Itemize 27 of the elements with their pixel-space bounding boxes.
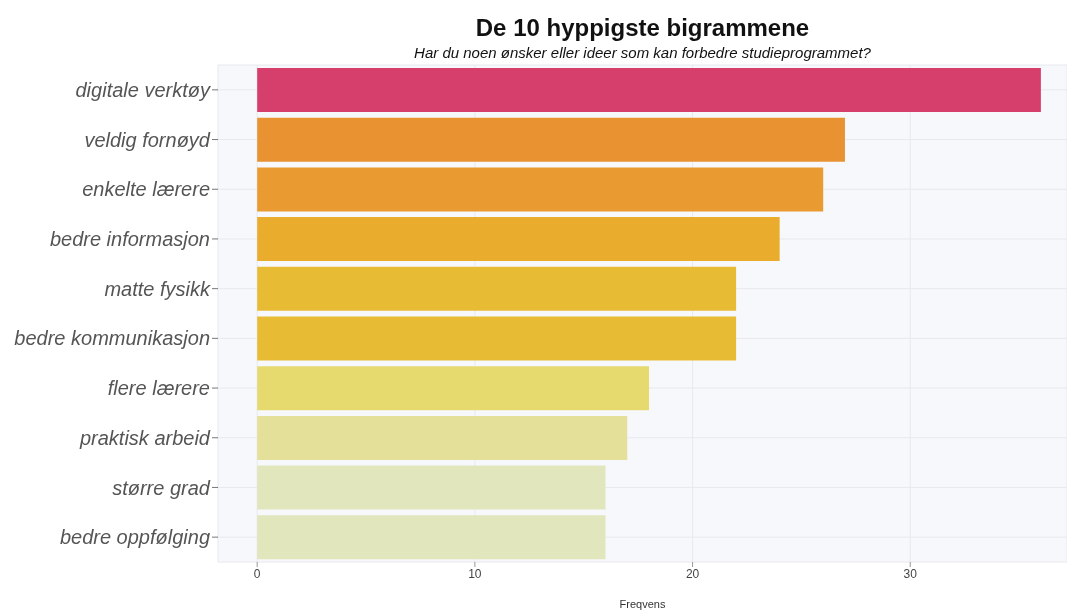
bar (257, 415, 628, 460)
y-tick-label: bedre informasjon (49, 228, 210, 251)
bar (257, 117, 845, 162)
y-tick-label: veldig fornøyd (84, 128, 211, 151)
bar (257, 68, 1041, 112)
y-tick-label: større grad (112, 476, 211, 499)
bar (257, 316, 737, 361)
chart-subtitle: Har du noen ønsker eller ideer som kan forbedre studieprogrammet? (413, 44, 872, 61)
y-tick-label: praktisk arbeid (78, 426, 211, 449)
x-axis-title: Freqvens (619, 598, 666, 610)
bar (257, 266, 737, 311)
y-tick-label: bedre oppfølging (59, 526, 210, 549)
x-tick-label: 10 (468, 566, 482, 581)
y-tick-label: bedre kommunikasjon (14, 327, 210, 350)
bar (257, 465, 606, 510)
bar (257, 366, 650, 411)
bar (257, 167, 824, 212)
y-tick-label: digitale verktøy (75, 78, 211, 101)
bar (257, 515, 606, 560)
y-tick-label: matte fysikk (104, 277, 211, 300)
y-tick-label: enkelte lærere (82, 178, 210, 201)
x-tick-label: 20 (685, 566, 700, 581)
x-tick-label: 0 (253, 566, 261, 581)
y-tick-label: flere lærere (107, 377, 210, 400)
x-tick-label: 30 (903, 566, 918, 581)
bar (257, 217, 780, 262)
chart-title: De 10 hyppigste bigrammene (474, 14, 811, 42)
